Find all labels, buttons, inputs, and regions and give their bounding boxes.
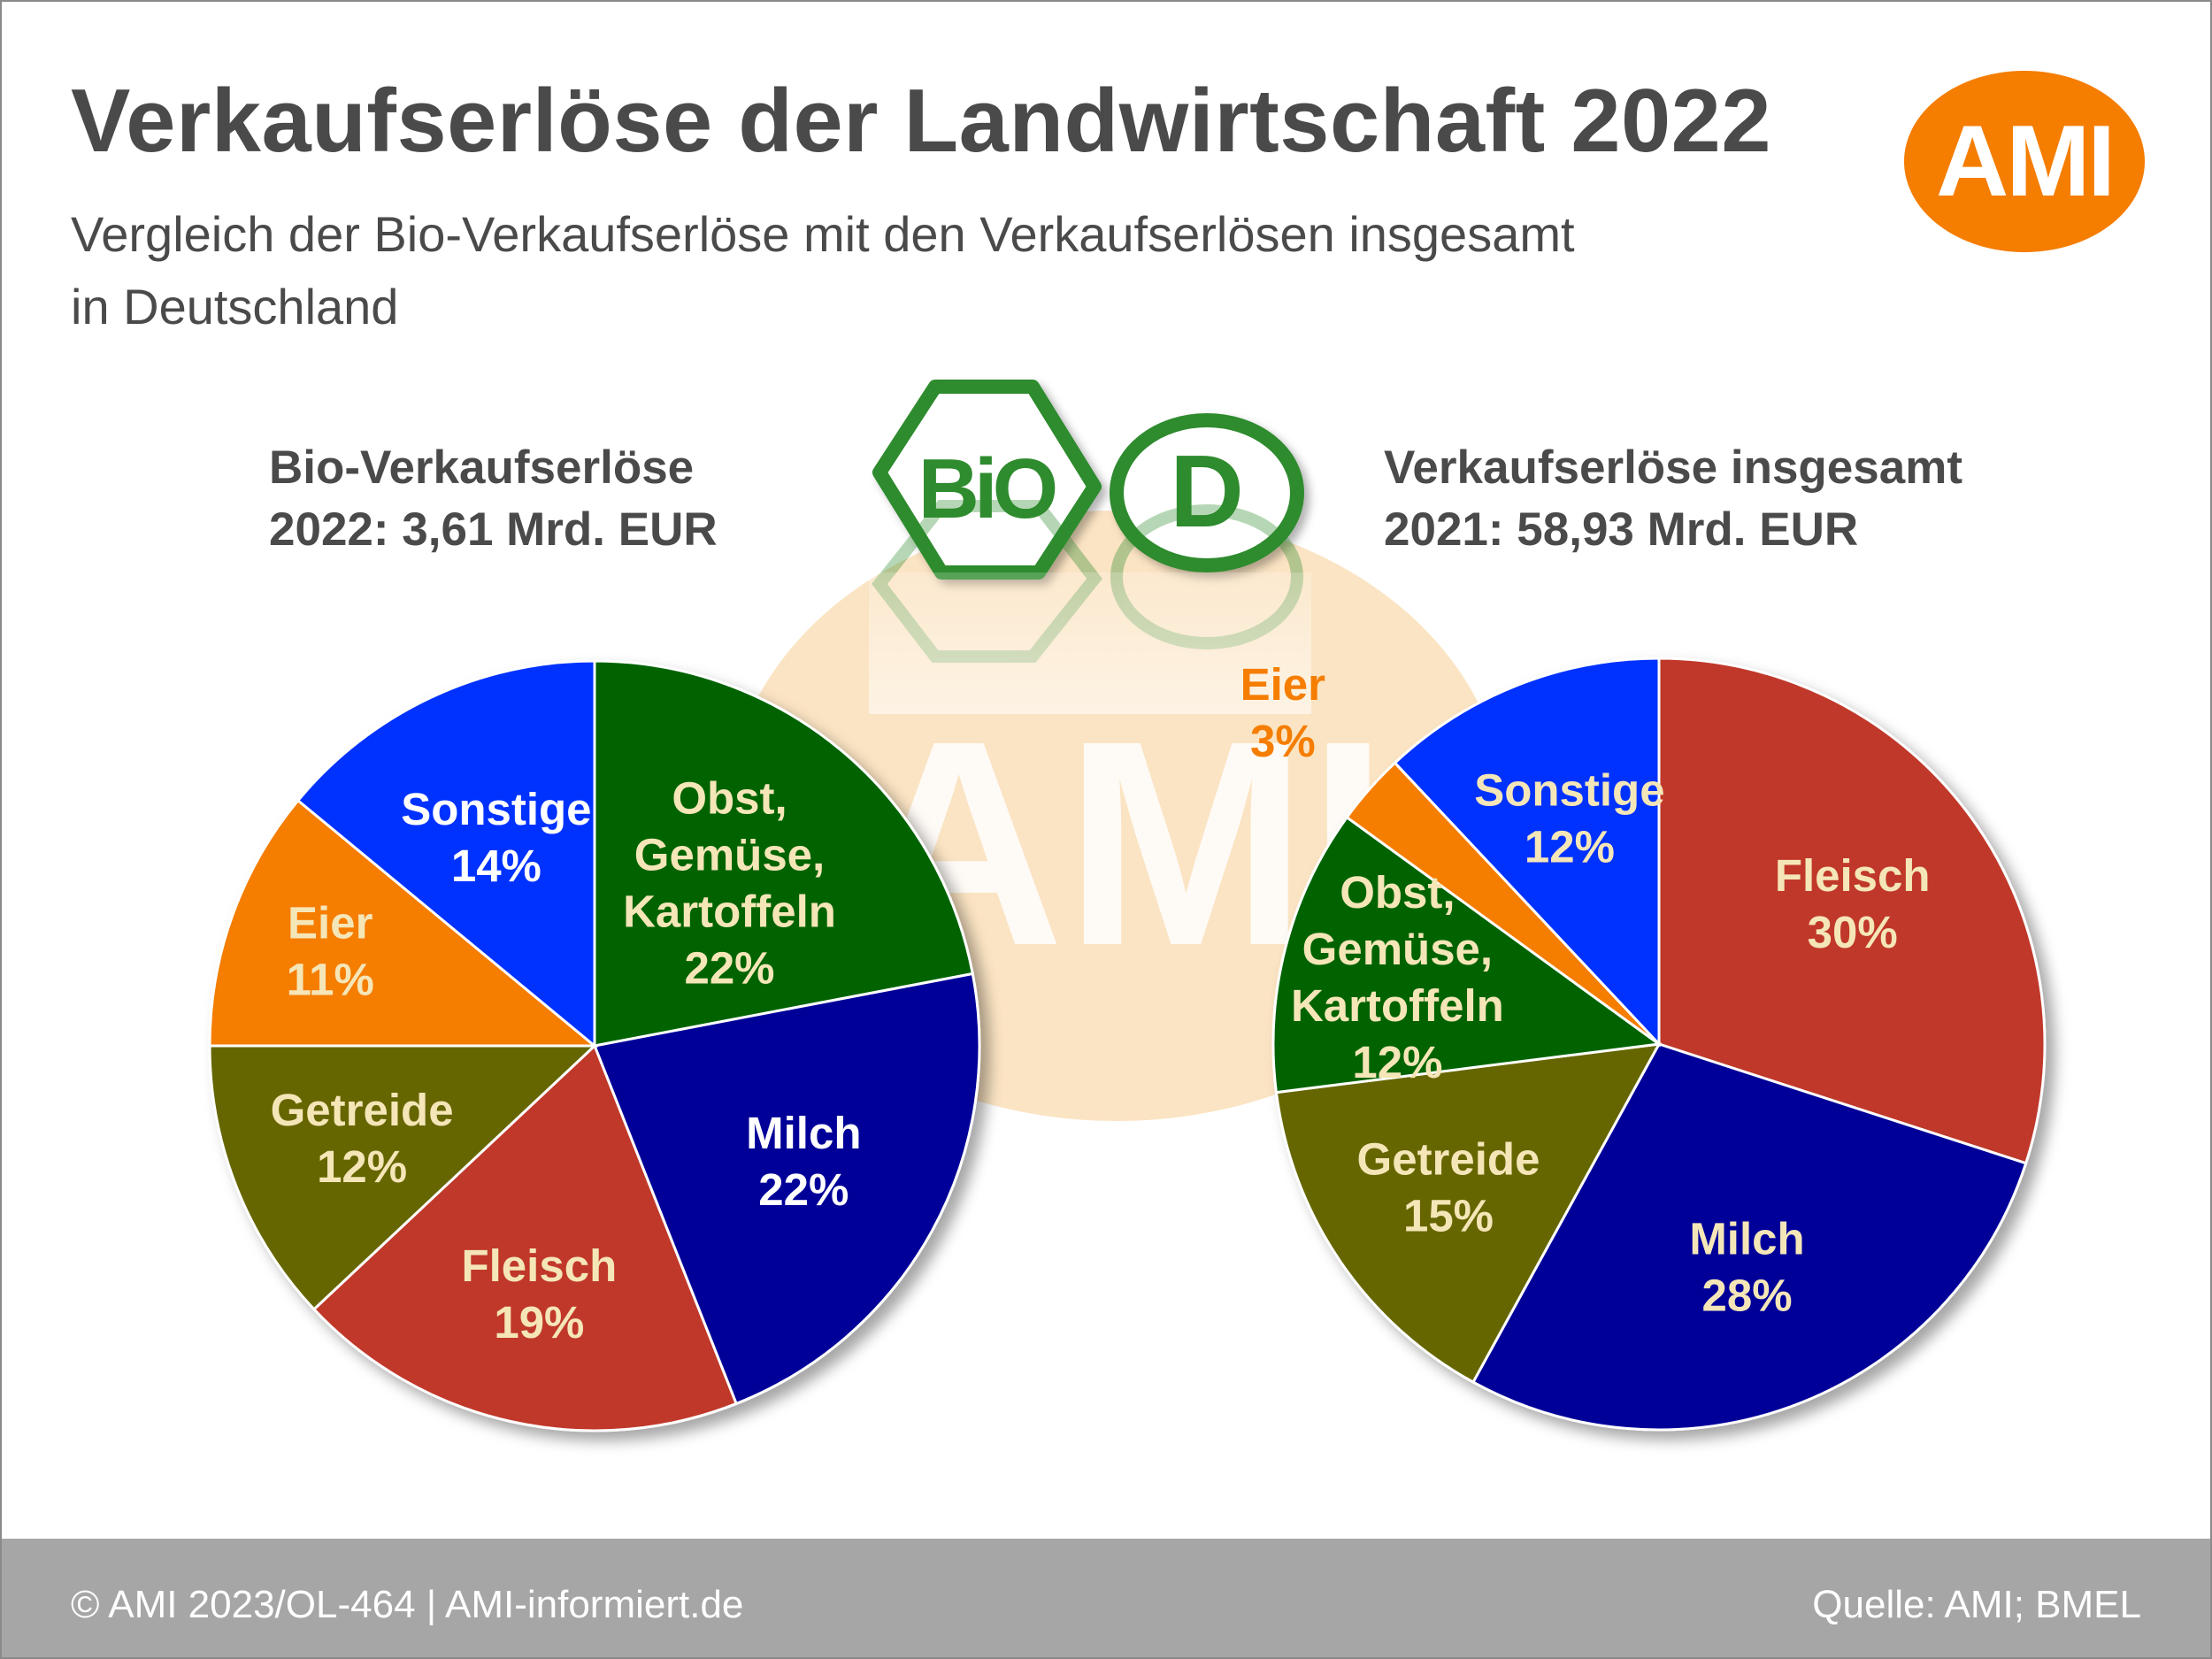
pie-label-category: Milch <box>746 1108 861 1158</box>
bio-seal-text: BiO <box>918 442 1056 536</box>
seals: BiO D <box>869 380 1311 714</box>
pie-slice-obst-gemüse-kartoffeln <box>593 659 975 1048</box>
pie-label-value: 15% <box>1403 1191 1494 1241</box>
pie-label-category: Milch <box>1689 1213 1804 1263</box>
pie-label-getreide: Getreide 15% <box>1357 1134 1540 1241</box>
pie-label-obst-gemüse-kartoffeln: Obst, Gemüse, Kartoffeln 12% <box>1291 867 1504 1087</box>
reflection-fade <box>869 572 1311 714</box>
pie-label-fleisch: Fleisch 30% <box>1775 850 1931 957</box>
pie-slice-milch <box>1471 1042 2028 1432</box>
pie-label-value: 19% <box>494 1297 584 1348</box>
pie-label-category: Obst, <box>1340 867 1455 918</box>
pie-label-category: Sonstige <box>1474 765 1664 816</box>
pie-label-category: Obst, <box>672 773 787 824</box>
pie-label-eier: Eier 11% <box>287 897 374 1004</box>
pie-slice-fleisch <box>1657 657 2047 1165</box>
pie-label-value: 22% <box>758 1164 849 1215</box>
ami-logo: AMI <box>1904 71 2145 252</box>
pie-label-category: Eier <box>1240 659 1326 710</box>
pie-label-category: Fleisch <box>1775 850 1931 901</box>
pie-label-value: 14% <box>451 841 541 891</box>
pie-slice-obst-gemüse-kartoffeln <box>1271 815 1663 1094</box>
pie-label-milch: Milch 28% <box>1689 1213 1804 1320</box>
pie-label-category: Gemüse, <box>1302 924 1493 974</box>
pie-caption-bio-line2: 2022: 3,61 Mrd. EUR <box>269 503 718 556</box>
pie-chart-total: Fleisch 30% Milch 28% Getreide 15% Obst, Gemüse… <box>1240 657 2047 1432</box>
pie-label-value: 11% <box>287 954 374 1004</box>
pie-label-category: Getreide <box>1357 1134 1540 1185</box>
footer-copyright: © AMI 2023/OL-464 | AMI-informiert.de <box>71 1583 744 1626</box>
pie-slice-getreide <box>1274 1042 1662 1385</box>
bio-seal-icon: BiO <box>872 380 1102 580</box>
pie-label-eier: Eier 3% <box>1240 659 1326 766</box>
footer: © AMI 2023/OL-464 | AMI-informiert.de Qu… <box>2 1539 2210 1657</box>
pie-slice-milch <box>592 972 981 1406</box>
chart-canvas: AMI BiO D Obst, Gemüse, Kartoffeln 22%Milch… <box>208 380 2047 1432</box>
pie-label-sonstige: Sonstige 14% <box>401 784 591 891</box>
pie-label-value: 12% <box>1352 1037 1442 1087</box>
pie-label-category: Kartoffeln <box>1291 980 1504 1031</box>
pie-label-value: 30% <box>1808 907 1898 957</box>
pie-slice-getreide <box>208 1044 598 1311</box>
pie-label-fleisch: Fleisch 19% <box>461 1240 617 1348</box>
pie-slices <box>208 659 981 1432</box>
pie-label-value: 12% <box>317 1141 407 1192</box>
pie-label-category: Kartoffeln <box>623 887 836 937</box>
pie-label-value: 28% <box>1701 1270 1792 1320</box>
pie-chart-bio: Obst, Gemüse, Kartoffeln 22% Milch 22% Fleisch… <box>208 659 981 1432</box>
pie-label-category: Getreide <box>271 1085 454 1135</box>
pie-label-category: Sonstige <box>401 784 591 834</box>
pie-label-value: 12% <box>1525 822 1615 872</box>
ami-logo-text: AMI <box>1936 105 2116 218</box>
pie-caption-bio-line1: Bio-Verkaufserlöse <box>269 442 695 494</box>
pie-slice-eier <box>208 798 599 1048</box>
pie-label-value: 3% <box>1250 716 1316 766</box>
pie-label-getreide: Getreide 12% <box>271 1085 454 1192</box>
pie-label-obst-gemüse-kartoffeln: Obst, Gemüse, Kartoffeln 22% <box>623 773 836 994</box>
page-subtitle: Vergleich der Bio-Verkaufserlöse mit den… <box>71 206 1575 334</box>
page-title: Verkaufserlöse der Landwirtschaft 2022 <box>71 72 1772 171</box>
pie-slices <box>1271 657 2047 1432</box>
pie-label-value: 22% <box>684 943 774 994</box>
pie-caption-bio: Bio-Verkaufserlöse 2022: 3,61 Mrd. EUR <box>269 437 718 561</box>
pie-label-milch: Milch 22% <box>746 1108 861 1215</box>
pie-label-category: Gemüse, <box>634 830 825 880</box>
d-seal-text: D <box>1170 434 1244 549</box>
pie-label-category: Fleisch <box>461 1240 617 1291</box>
pie-caption-total-line1: Verkaufserlöse insgesamt <box>1384 442 1963 494</box>
pie-slice-fleisch <box>311 1043 739 1432</box>
pie-slice-sonstige <box>296 659 596 1049</box>
pie-caption-total-line2: 2021: 58,93 Mrd. EUR <box>1384 503 1859 556</box>
pie-label-category: Eier <box>288 897 373 948</box>
footer-source: Quelle: AMI; BMEL <box>1812 1583 2141 1626</box>
d-seal-icon: D <box>1110 413 1304 572</box>
pie-caption-total: Verkaufserlöse insgesamt 2021: 58,93 Mrd… <box>1384 437 1962 561</box>
pie-label-sonstige: Sonstige 12% <box>1474 765 1664 872</box>
pie-slice-sonstige <box>1393 657 1661 1048</box>
